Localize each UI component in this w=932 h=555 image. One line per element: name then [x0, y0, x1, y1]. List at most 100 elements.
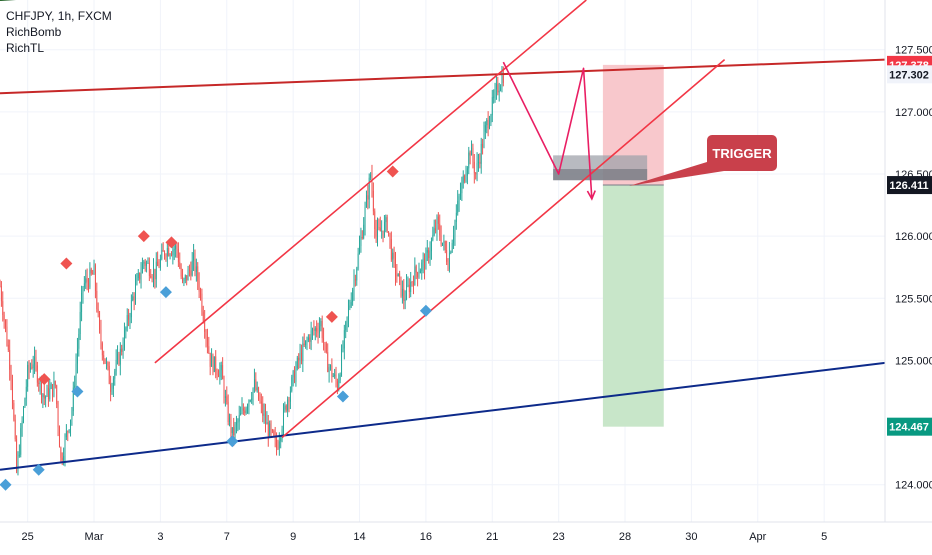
candle-body-196: [271, 423, 272, 430]
candle-body-133: [183, 279, 184, 281]
candle-body-306: [423, 259, 424, 263]
candle-body-51: [70, 420, 71, 430]
candle-body-229: [316, 328, 317, 331]
candle-body-79: [109, 366, 110, 384]
candle-body-128: [177, 246, 178, 250]
time-axis[interactable]: [0, 522, 932, 550]
candle-body-106: [146, 263, 147, 266]
symbol-title[interactable]: CHFJPY, 1h, FXCM: [6, 8, 112, 24]
candle-body-282: [390, 233, 391, 239]
candle-body-192: [265, 414, 266, 425]
candle-body-10: [13, 403, 14, 419]
candle-body-316: [437, 217, 438, 231]
candle-body-159: [219, 370, 220, 377]
candle-body-254: [351, 302, 352, 305]
candle-body-176: [243, 408, 244, 410]
candle-body-301: [416, 266, 417, 272]
candle-body-238: [329, 367, 330, 372]
candle-body-330: [456, 213, 457, 222]
sell-signal-4: [326, 311, 338, 323]
candle-body-327: [452, 243, 453, 252]
indicator-richbomb[interactable]: RichBomb: [6, 24, 112, 40]
candle-body-339: [468, 153, 469, 169]
candle-body-62: [85, 278, 86, 283]
candle-body-283: [391, 239, 392, 260]
candle-body-2: [2, 301, 3, 315]
candle-body-312: [431, 240, 432, 251]
candle-body-230: [318, 331, 319, 333]
candle-body-222: [307, 340, 308, 341]
time-tick-4: 9: [290, 531, 296, 543]
candle-body-55: [76, 364, 77, 386]
time-tick-6: 16: [420, 531, 432, 543]
candle-body-177: [244, 411, 245, 413]
candle-body-212: [293, 371, 294, 377]
candle-body-344: [475, 173, 476, 174]
support-line: [0, 363, 885, 470]
chart-legend[interactable]: CHFJPY, 1h, FXCM RichBomb RichTL: [6, 8, 112, 56]
candle-body-70: [96, 291, 97, 309]
trend-lines[interactable]: [0, 0, 885, 470]
candle-body-201: [278, 448, 279, 449]
candle-body-189: [261, 402, 262, 404]
buy-signal-0: [0, 479, 12, 491]
candle-body-118: [163, 250, 164, 252]
candle-body-236: [326, 344, 327, 353]
resistance-line: [0, 60, 885, 94]
candle-body-135: [186, 275, 187, 280]
candle-body-90: [124, 331, 125, 348]
candle-body-48: [66, 431, 67, 437]
candle-body-166: [229, 417, 230, 422]
candle-body-107: [148, 263, 149, 264]
candle-body-61: [84, 283, 85, 287]
candle-body-123: [170, 255, 171, 256]
candle-body-73: [101, 330, 102, 343]
candle-body-343: [474, 162, 475, 173]
candle-body-278: [384, 222, 385, 236]
indicator-richtl[interactable]: RichTL: [6, 40, 112, 56]
candle-body-15: [20, 428, 21, 454]
candle-body-194: [268, 422, 269, 436]
candle-body-305: [421, 263, 422, 271]
candle-body-216: [298, 358, 299, 360]
candle-body-35: [48, 388, 49, 399]
candle-body-242: [334, 374, 335, 376]
candle-body-167: [231, 417, 232, 433]
candle-body-205: [283, 409, 284, 429]
candle-body-221: [305, 340, 306, 344]
candle-body-120: [166, 256, 167, 257]
candle-body-364: [503, 76, 504, 83]
channel-upper-line: [155, 0, 586, 363]
candle-body-214: [295, 368, 296, 382]
price-badge-label-1: 127.302: [889, 69, 929, 81]
candle-body-313: [432, 235, 433, 240]
candle-body-142: [196, 266, 197, 272]
candle-body-293: [405, 299, 406, 301]
candle-body-261: [360, 237, 361, 246]
time-tick-3: 7: [224, 531, 230, 543]
candle-body-329: [455, 222, 456, 235]
candle-body-162: [224, 379, 225, 398]
candle-body-119: [164, 252, 165, 256]
candle-body-178: [246, 408, 247, 413]
candle-body-279: [385, 217, 386, 222]
candle-body-235: [325, 342, 326, 343]
candle-body-97: [134, 296, 135, 299]
candle-body-241: [333, 376, 334, 377]
candle-body-93: [128, 315, 129, 320]
candle-body-233: [322, 321, 323, 338]
buy-signal-6: [420, 305, 432, 317]
candle-body-114: [157, 262, 158, 266]
candle-body-244: [337, 381, 338, 389]
candle-body-302: [417, 272, 418, 277]
price-tick-1: 127.000: [895, 107, 932, 119]
candle-body-219: [302, 344, 303, 362]
candle-body-7: [9, 350, 10, 370]
candle-body-318: [439, 224, 440, 236]
candle-body-359: [496, 84, 497, 89]
candle-body-148: [204, 321, 205, 332]
buy-signal-4: [226, 435, 238, 447]
candle-body-358: [495, 89, 496, 97]
candle-body-23: [31, 368, 32, 369]
